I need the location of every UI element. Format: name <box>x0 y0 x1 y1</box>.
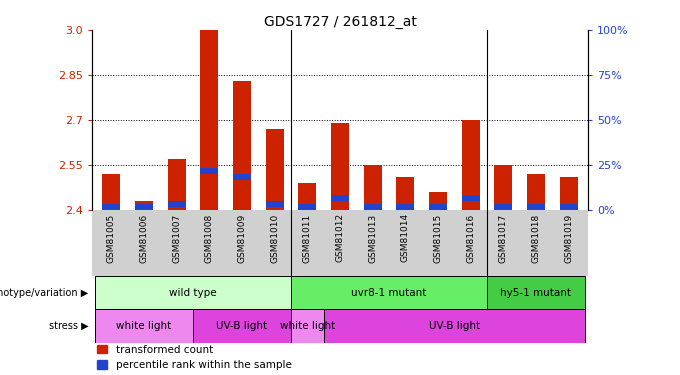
Text: GSM81019: GSM81019 <box>564 213 573 262</box>
Bar <box>266 201 284 207</box>
Text: uvr8-1 mutant: uvr8-1 mutant <box>352 288 426 297</box>
Bar <box>560 204 577 210</box>
Text: GSM81010: GSM81010 <box>270 213 279 262</box>
Bar <box>299 204 316 210</box>
Text: wild type: wild type <box>169 288 217 297</box>
Bar <box>560 177 577 210</box>
Text: GSM81014: GSM81014 <box>401 213 410 262</box>
Text: GSM81017: GSM81017 <box>499 213 508 262</box>
Text: GSM81005: GSM81005 <box>107 213 116 262</box>
Text: genotype/variation ▶: genotype/variation ▶ <box>0 288 88 297</box>
Bar <box>494 204 512 210</box>
Text: GSM81012: GSM81012 <box>335 213 345 262</box>
Text: GSM81018: GSM81018 <box>532 213 541 262</box>
Text: GSM81011: GSM81011 <box>303 213 312 262</box>
Bar <box>266 129 284 210</box>
Bar <box>135 204 153 210</box>
Bar <box>95 309 193 343</box>
Bar <box>193 309 291 343</box>
Text: GSM81008: GSM81008 <box>205 213 214 262</box>
Text: GSM81016: GSM81016 <box>466 213 475 262</box>
Bar <box>324 309 585 343</box>
Text: GSM81007: GSM81007 <box>172 213 181 262</box>
Text: GSM81006: GSM81006 <box>139 213 148 262</box>
Text: hy5-1 mutant: hy5-1 mutant <box>500 288 571 297</box>
Text: UV-B light: UV-B light <box>216 321 268 331</box>
Bar <box>201 168 218 174</box>
Text: GSM81013: GSM81013 <box>368 213 377 262</box>
Bar <box>168 159 186 210</box>
Text: stress ▶: stress ▶ <box>49 321 88 331</box>
Bar <box>233 174 251 180</box>
Bar <box>291 276 487 309</box>
Bar <box>331 123 349 210</box>
Bar <box>429 192 447 210</box>
Bar <box>201 30 218 210</box>
Bar <box>103 204 120 210</box>
Bar <box>429 204 447 210</box>
Bar <box>494 165 512 210</box>
Bar <box>233 81 251 210</box>
Bar <box>527 174 545 210</box>
Bar <box>364 204 381 210</box>
Bar <box>487 276 585 309</box>
Bar <box>168 201 186 207</box>
Bar <box>527 204 545 210</box>
Bar <box>462 195 479 201</box>
Bar <box>135 201 153 210</box>
Text: white light: white light <box>279 321 335 331</box>
Bar <box>291 309 324 343</box>
Bar <box>396 204 414 210</box>
Bar <box>396 177 414 210</box>
Text: GSM81015: GSM81015 <box>433 213 443 262</box>
Title: GDS1727 / 261812_at: GDS1727 / 261812_at <box>264 15 416 29</box>
Bar <box>95 276 291 309</box>
Bar <box>299 183 316 210</box>
Bar <box>364 165 381 210</box>
Bar <box>103 174 120 210</box>
Bar <box>462 120 479 210</box>
Text: GSM81009: GSM81009 <box>237 213 247 262</box>
Bar <box>331 195 349 201</box>
Text: UV-B light: UV-B light <box>429 321 480 331</box>
Legend: transformed count, percentile rank within the sample: transformed count, percentile rank withi… <box>97 345 292 370</box>
Text: white light: white light <box>116 321 171 331</box>
